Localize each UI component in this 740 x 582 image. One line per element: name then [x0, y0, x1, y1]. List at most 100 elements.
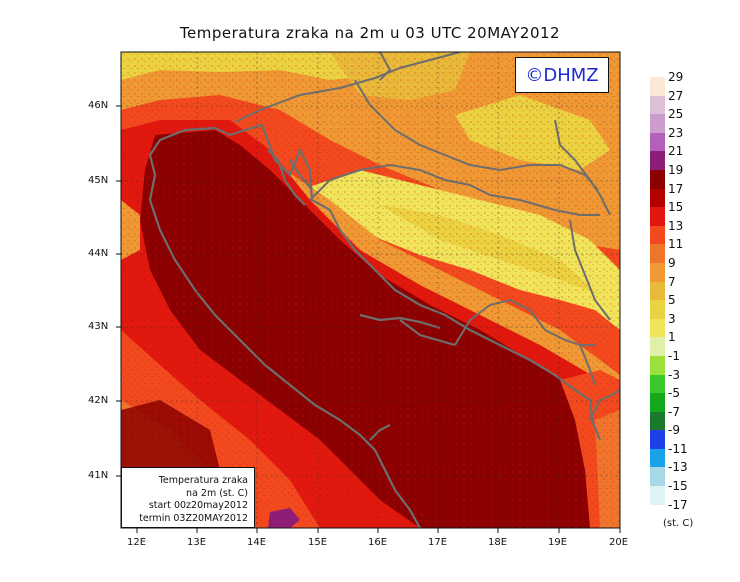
lat-label-43n: 43N [88, 321, 109, 332]
legend-swatch [650, 77, 665, 96]
legend-value: 5 [668, 293, 676, 308]
legend-swatch [650, 411, 665, 431]
legend-row: 9 [650, 256, 740, 282]
legend-value: -15 [668, 479, 688, 494]
legend-row: 25 [650, 107, 740, 133]
legend-swatch [650, 467, 665, 487]
lat-label-44n: 44N [88, 248, 109, 259]
legend-row: 27 [650, 89, 740, 115]
coastline-lines [148, 123, 602, 528]
legend-swatch [650, 337, 665, 356]
legend-value: -3 [668, 367, 680, 382]
border-lines [234, 52, 620, 421]
graticule [121, 52, 620, 528]
legend-swatch [650, 169, 665, 189]
legend-value: -5 [668, 386, 680, 401]
legend-swatch [650, 114, 665, 133]
axis-ticks [116, 105, 621, 533]
info-box: Temperatura zraka na 2m (st. C) start 00… [121, 467, 255, 528]
legend-swatch [650, 393, 665, 412]
lat-label-41n: 41N [88, 470, 109, 481]
info-line-start: start 00z20may2012 [148, 500, 248, 511]
legend-swatch [650, 132, 665, 152]
legend-swatch [650, 448, 665, 468]
lon-label-15e: 15E [308, 537, 328, 548]
legend-value: -9 [668, 423, 680, 438]
legend-swatch [650, 151, 665, 170]
lon-label-20e: 20E [609, 537, 629, 548]
legend-value: -7 [668, 404, 680, 419]
legend-swatch [650, 244, 665, 263]
legend-swatch [650, 95, 665, 115]
lon-label-18e: 18E [488, 537, 508, 548]
legend-row: -9 [650, 423, 740, 449]
legend-swatch [650, 486, 665, 505]
legend-swatch [650, 504, 665, 524]
legend-value: 23 [668, 125, 684, 140]
legend-row: 13 [650, 219, 740, 245]
dhmz-logo: ©DHMZ [515, 57, 609, 93]
legend-row: -17 [650, 498, 740, 524]
legend-value: 29 [668, 70, 684, 84]
legend-unit: (st. C) [663, 518, 694, 529]
info-line-variable: Temperatura zraka [158, 475, 248, 486]
legend-row: -15 [650, 479, 740, 505]
legend-row: 21 [650, 144, 740, 170]
legend-swatch [650, 188, 665, 208]
map-border [120, 51, 621, 529]
legend-row: 11 [650, 237, 740, 263]
color-legend: 29 27 25 23 21 19 17 15 13 11 9 7 5 3 1 -1 -3 -5 -7 -9 -11 -1… [650, 70, 740, 524]
info-line-units: na 2m (st. C) [186, 487, 248, 499]
lon-label-13e: 13E [187, 537, 207, 548]
legend-swatch [650, 374, 665, 394]
legend-value: 3 [668, 311, 676, 326]
legend-value: 15 [668, 200, 684, 215]
legend-value: 17 [668, 181, 684, 196]
legend-row: 17 [650, 182, 740, 208]
legend-row: 1 [650, 330, 740, 356]
legend-value: 27 [668, 88, 684, 103]
lat-label-46n: 46N [88, 100, 109, 111]
legend-swatch [650, 430, 665, 449]
legend-swatch [650, 281, 665, 301]
legend-value: 19 [668, 162, 684, 177]
legend-value: 13 [668, 218, 684, 233]
legend-swatch [650, 262, 665, 282]
legend-row: 19 [650, 163, 740, 189]
legend-row: 15 [650, 200, 740, 226]
legend-value: -1 [668, 348, 680, 363]
legend-swatch [650, 207, 665, 226]
map-title: Temperatura zraka na 2m u 03 UTC 20MAY20… [179, 24, 561, 42]
legend-swatch [650, 225, 665, 245]
lon-label-17e: 17E [428, 537, 448, 548]
legend-row: -11 [650, 442, 740, 468]
lat-label-45n: 45N [88, 175, 109, 186]
lon-label-14e: 14E [247, 537, 267, 548]
legend-value: -13 [668, 460, 688, 475]
legend-value: 11 [668, 237, 684, 252]
legend-value: -11 [668, 441, 688, 456]
legend-row: 5 [650, 293, 740, 319]
legend-row: 23 [650, 126, 740, 152]
legend-swatch [650, 355, 665, 375]
legend-value: 9 [668, 255, 676, 270]
legend-value: 25 [668, 107, 684, 122]
legend-value: -17 [668, 497, 688, 512]
legend-row: -3 [650, 368, 740, 394]
legend-row: 3 [650, 312, 740, 338]
legend-value: 1 [668, 330, 676, 345]
legend-row: -13 [650, 460, 740, 487]
legend-row: 29 [650, 70, 740, 96]
lon-label-16e: 16E [368, 537, 388, 548]
legend-row: -7 [650, 405, 740, 431]
legend-swatch [650, 300, 665, 319]
lat-label-42n: 42N [88, 395, 109, 406]
legend-row: 7 [650, 275, 740, 301]
legend-row: -5 [650, 386, 740, 412]
legend-swatch [650, 318, 665, 338]
legend-value: 21 [668, 144, 684, 159]
info-line-term: termin 03Z20MAY2012 [139, 512, 248, 524]
legend-row: -1 [650, 349, 740, 375]
temperature-field [121, 52, 620, 528]
